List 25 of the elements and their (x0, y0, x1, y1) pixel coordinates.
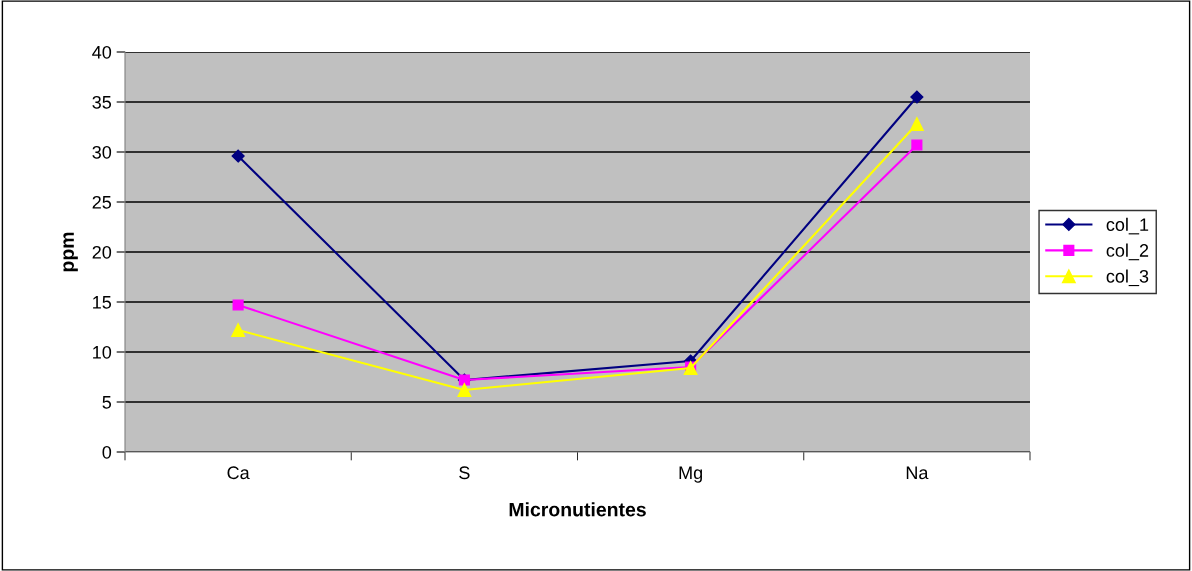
point (231, 323, 246, 337)
legend-label: col_2 (1106, 243, 1149, 261)
x-tick-label: Ca (227, 466, 250, 480)
y-tick-label: 10 (93, 345, 112, 359)
x-tick-label: Mg (679, 466, 702, 483)
y-tick-label: 40 (92, 45, 112, 59)
x-tick-label: Na (906, 466, 929, 480)
point (911, 139, 923, 151)
point (909, 117, 924, 131)
x-axis-title: Micronutientes (509, 502, 646, 517)
x-tick-label: S (459, 466, 470, 480)
point (231, 149, 245, 163)
point (457, 383, 472, 397)
point (232, 299, 244, 311)
legend-label: col_3 (1106, 269, 1149, 287)
y-tick-label: 35 (92, 95, 112, 109)
y-tick-label: 25 (92, 195, 112, 209)
y-tick-label: 5 (102, 396, 112, 409)
y-tick-label: 30 (92, 145, 112, 159)
y-tick-label: 20 (92, 245, 112, 259)
legend-label: col_1 (1106, 217, 1149, 235)
y-axis-title: ppm (63, 232, 78, 272)
point (910, 90, 924, 104)
y-tick-label: 15 (93, 296, 112, 309)
y-tick-label: 0 (102, 445, 112, 459)
